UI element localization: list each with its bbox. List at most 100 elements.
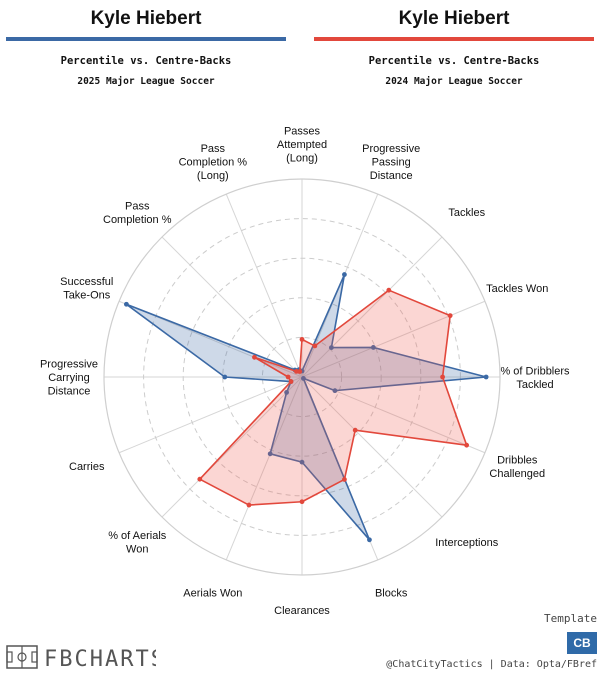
data-point-2024 [440, 374, 445, 380]
axis-label: Progressive Carrying Distance [40, 359, 98, 398]
data-point-2024 [197, 476, 203, 482]
data-point-2025 [367, 537, 372, 543]
radar-spoke [301, 236, 443, 378]
axis-label: Aerials Won [183, 587, 242, 599]
axis-label: % of Aerials Won [108, 530, 167, 556]
axis-label-line: Passing [372, 157, 411, 169]
axis-label-line: Take-Ons [63, 290, 111, 302]
data-point-2024 [246, 502, 252, 508]
axis-label-line: Dribbles [497, 454, 538, 466]
axis-label: Clearances [274, 605, 330, 617]
color-bar-2024 [314, 37, 594, 41]
credit-text: @ChatCityTactics | Data: Opta/FBref [386, 659, 597, 670]
axis-label: Interceptions [435, 537, 498, 549]
axis-label-line: Won [126, 544, 148, 556]
data-point-2024 [288, 379, 294, 384]
axis-label: Progressive Passing Distance [362, 143, 420, 182]
radar-ring [143, 218, 461, 536]
axis-label-line: Successful [60, 276, 113, 288]
axis-label-line: % of Dribblers [500, 365, 570, 377]
radar-spoke [301, 300, 486, 378]
data-point-2024 [447, 313, 453, 319]
axis-label-line: Progressive [40, 359, 98, 371]
player-name-right: Kyle Hiebert [398, 8, 510, 29]
axis-label: Successful Take-Ons [60, 276, 113, 302]
data-point-2024 [312, 343, 318, 349]
axis-label: Dribbles Challenged [489, 454, 545, 480]
data-point-2024 [352, 427, 358, 433]
pitch-icon [6, 645, 38, 669]
data-point-2025 [299, 459, 305, 465]
axis-label-line: Aerials Won [183, 587, 242, 599]
axis-label: Pass Completion % (Long) [179, 143, 248, 182]
radar-spoke [301, 376, 443, 518]
axis-label: Carries [69, 461, 105, 473]
data-point-2025 [267, 451, 273, 457]
data-point-2025 [329, 345, 334, 350]
header-2025: Kyle Hiebert Percentile vs. Centre-Backs… [6, 0, 286, 87]
axis-label-line: Completion % [179, 157, 248, 169]
data-point-2024 [386, 287, 392, 293]
axis-label-line: % of Aerials [108, 530, 167, 542]
fbcharts-logo: FBCHARTS [6, 645, 156, 671]
data-point-2025 [123, 301, 129, 307]
radar-ring [103, 178, 501, 576]
player-name-left: Kyle Hiebert [90, 8, 202, 29]
axis-label: % of Dribblers Tackled [500, 365, 570, 391]
subtitle-left: Percentile vs. Centre-Backs [60, 55, 232, 67]
template-label: Template [544, 612, 597, 625]
radar-spoke [225, 193, 303, 378]
logo-text: FBCHARTS [44, 647, 156, 671]
axis-label-line: Carrying [48, 372, 90, 384]
radar-ring [182, 257, 422, 497]
data-point-2025 [284, 390, 289, 395]
axis-label: Tackles [448, 207, 485, 219]
axis-label-line: Challenged [489, 468, 545, 480]
axis-label-line: Completion % [103, 214, 172, 226]
data-point-2025 [332, 388, 338, 394]
subtitle-right: Percentile vs. Centre-Backs [368, 55, 540, 67]
data-point-2025 [222, 374, 228, 380]
data-point-2025 [301, 376, 306, 381]
radar-spoke [161, 236, 303, 378]
axis-label-line: (Long) [197, 170, 229, 182]
axis-label-line: Distance [370, 170, 413, 182]
radar-spoke [161, 376, 303, 518]
season-right: 2024 Major League Soccer [385, 76, 523, 87]
header-2024: Kyle Hiebert Percentile vs. Centre-Backs… [314, 0, 594, 87]
axis-label-line: Passes [284, 126, 321, 138]
data-point-2024 [464, 442, 470, 448]
position-badge: CB [567, 632, 597, 654]
axis-label-line: Interceptions [435, 537, 498, 549]
axis-label: Passes Attempted (Long) [277, 126, 327, 165]
axis-label: Tackles Won [486, 283, 548, 295]
radar-spoke [118, 376, 303, 454]
radar-ring [222, 297, 382, 457]
axis-label-line: Pass [125, 200, 150, 212]
axis-label-line: Tackles Won [486, 283, 548, 295]
axis-label: Pass Completion % [103, 200, 172, 226]
data-point-2025 [483, 374, 489, 380]
data-point-2024 [285, 374, 291, 380]
season-left: 2025 Major League Soccer [77, 76, 215, 87]
axis-label-line: Carries [69, 461, 105, 473]
axis-label-line: Progressive [362, 143, 420, 155]
radar-ring [261, 336, 343, 418]
axis-label-line: Blocks [375, 587, 408, 599]
data-point-2025 [342, 272, 347, 277]
data-point-2024 [252, 354, 257, 360]
axis-label-line: Distance [48, 386, 91, 398]
data-point-2024 [299, 336, 305, 342]
radar-spoke [225, 376, 303, 561]
axis-label-line: Clearances [274, 605, 330, 617]
axis-label-line: Tackles [448, 207, 485, 219]
data-point-2024 [299, 499, 305, 505]
axis-label-line: Tackled [516, 379, 553, 391]
axis-label-line: Attempted [277, 139, 327, 151]
data-point-2024 [342, 477, 347, 482]
axis-label: Blocks [375, 587, 408, 599]
color-bar-2025 [6, 37, 286, 41]
data-point-2024 [297, 369, 303, 374]
data-point-2025 [370, 345, 376, 350]
